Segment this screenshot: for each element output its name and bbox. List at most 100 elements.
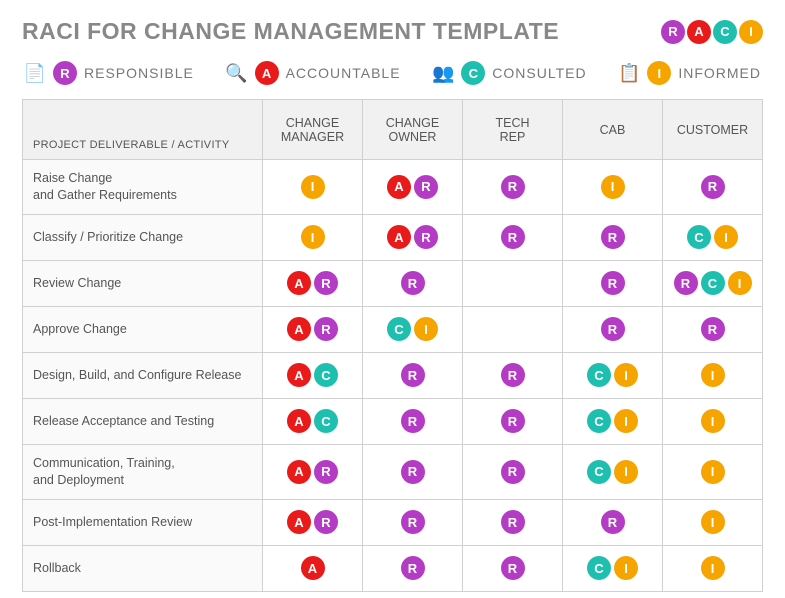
raci-chip-c: C — [687, 225, 711, 249]
raci-cell: R — [563, 306, 663, 352]
raci-chip-c: C — [587, 460, 611, 484]
raci-chip-i: I — [614, 363, 638, 387]
raci-cell: R — [363, 499, 463, 545]
raci-chip-r: R — [314, 271, 338, 295]
table-row: Design, Build, and Configure ReleaseACRR… — [23, 352, 763, 398]
activity-cell: Rollback — [23, 545, 263, 591]
raci-chip-r: R — [601, 510, 625, 534]
raci-cell: CI — [363, 306, 463, 352]
raci-chip-i: I — [714, 225, 738, 249]
raci-chip-r: R — [601, 225, 625, 249]
page-title: RACI FOR CHANGE MANAGEMENT TEMPLATE — [22, 18, 559, 45]
raci-chip-r: R — [414, 175, 438, 199]
raci-cell: A — [263, 545, 363, 591]
raci-cell: R — [563, 214, 663, 260]
raci-cell: R — [563, 499, 663, 545]
raci-cell: R — [663, 306, 763, 352]
raci-chip-r: R — [314, 317, 338, 341]
raci-chip-r: R — [414, 225, 438, 249]
activity-cell: Communication, Training,and Deployment — [23, 444, 263, 499]
raci-chip-r: R — [501, 556, 525, 580]
raci-cell: AC — [263, 352, 363, 398]
role-header: CHANGEMANAGER — [263, 100, 363, 160]
raci-chip-c: C — [587, 409, 611, 433]
raci-cell: I — [663, 352, 763, 398]
legend-label: CONSULTED — [492, 65, 586, 81]
raci-chip-r: R — [701, 175, 725, 199]
raci-chip-r: R — [674, 271, 698, 295]
raci-chip-i: I — [739, 20, 763, 44]
raci-chip-a: A — [687, 20, 711, 44]
raci-chip-r: R — [601, 317, 625, 341]
legend-item-a: 🔍AACCOUNTABLE — [226, 61, 401, 85]
raci-chip-a: A — [287, 317, 311, 341]
raci-cell: R — [463, 398, 563, 444]
raci-chip-r: R — [701, 317, 725, 341]
table-row: Rollback A R R CII — [23, 545, 763, 591]
legend-label: INFORMED — [678, 65, 761, 81]
role-header: CHANGEOWNER — [363, 100, 463, 160]
raci-cell: CI — [563, 352, 663, 398]
raci-chip-i: I — [647, 61, 671, 85]
legend-icon: 📋 — [618, 62, 640, 84]
role-header: TECHREP — [463, 100, 563, 160]
raci-table: PROJECT DELIVERABLE / ACTIVITY CHANGEMAN… — [22, 99, 763, 592]
raci-chip-c: C — [314, 409, 338, 433]
table-row: Post-Implementation ReviewARRRRI — [23, 499, 763, 545]
legend-icon: 📄 — [24, 62, 46, 84]
raci-chip-i: I — [701, 363, 725, 387]
raci-cell: R — [563, 260, 663, 306]
raci-cell: R — [463, 545, 563, 591]
table-row: Approve ChangeARCIRR — [23, 306, 763, 352]
raci-chip-c: C — [314, 363, 338, 387]
legend-item-r: 📄RRESPONSIBLE — [24, 61, 194, 85]
raci-cell — [463, 260, 563, 306]
raci-cell: R — [363, 352, 463, 398]
raci-cell: I — [663, 545, 763, 591]
activity-cell: Design, Build, and Configure Release — [23, 352, 263, 398]
raci-cell: R — [363, 444, 463, 499]
raci-cell: RCI — [663, 260, 763, 306]
raci-chip-i: I — [301, 175, 325, 199]
raci-cell: R — [363, 545, 463, 591]
raci-chip-a: A — [301, 556, 325, 580]
raci-chip-a: A — [387, 225, 411, 249]
raci-cell: I — [663, 444, 763, 499]
raci-chip-i: I — [614, 409, 638, 433]
raci-cell: AR — [263, 499, 363, 545]
raci-cell: CI — [563, 398, 663, 444]
raci-chip-r: R — [601, 271, 625, 295]
activity-cell: Raise Changeand Gather Requirements — [23, 160, 263, 215]
raci-chip-a: A — [287, 460, 311, 484]
raci-chip-r: R — [401, 363, 425, 387]
legend-icon: 🔍 — [226, 62, 248, 84]
raci-cell: I — [563, 160, 663, 215]
raci-chip-i: I — [414, 317, 438, 341]
raci-chip-a: A — [255, 61, 279, 85]
raci-chip-i: I — [614, 556, 638, 580]
raci-cell: R — [463, 214, 563, 260]
raci-chip-a: A — [287, 510, 311, 534]
raci-cell: AC — [263, 398, 363, 444]
raci-cell: R — [463, 160, 563, 215]
raci-cell: R — [363, 398, 463, 444]
raci-cell: R — [463, 444, 563, 499]
raci-chip-i: I — [701, 409, 725, 433]
raci-chip-a: A — [287, 363, 311, 387]
raci-chip-c: C — [587, 363, 611, 387]
raci-cell: R — [463, 352, 563, 398]
table-row: Raise Changeand Gather RequirementsIARRI… — [23, 160, 763, 215]
raci-chip-i: I — [601, 175, 625, 199]
raci-chip-r: R — [401, 271, 425, 295]
activity-cell: Approve Change — [23, 306, 263, 352]
legend-item-i: 📋 I INFORMED — [618, 61, 761, 85]
raci-chip-r: R — [501, 363, 525, 387]
raci-cell: CI — [563, 444, 663, 499]
raci-chip-a: A — [387, 175, 411, 199]
raci-chip-r: R — [401, 510, 425, 534]
raci-cell: CI — [563, 545, 663, 591]
raci-chip-r: R — [314, 460, 338, 484]
activity-cell: Post-Implementation Review — [23, 499, 263, 545]
raci-cell: I — [663, 499, 763, 545]
raci-chip-c: C — [713, 20, 737, 44]
